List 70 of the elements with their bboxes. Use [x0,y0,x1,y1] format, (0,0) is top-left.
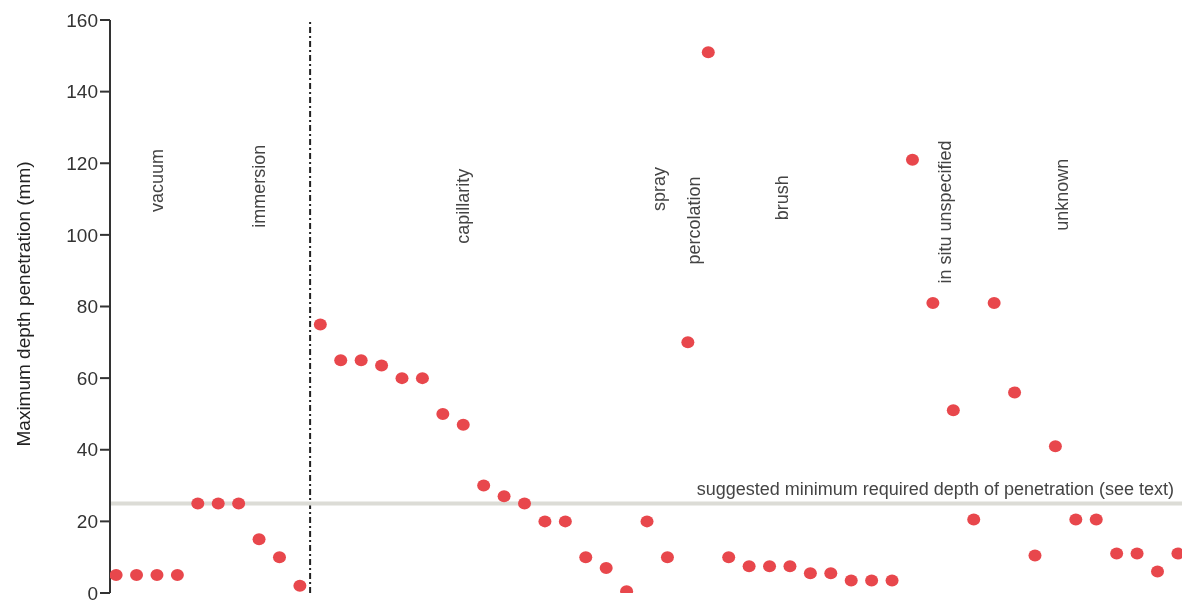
point [660,551,674,564]
point [211,497,225,510]
y-tick-label: 120 [66,152,98,174]
point [1069,513,1083,526]
point [1151,565,1164,578]
point [538,515,552,528]
point [946,404,960,417]
point [783,560,797,573]
point [354,354,368,367]
annotation: spray [649,167,670,212]
point [1089,513,1103,526]
point [844,574,858,587]
point [803,567,817,580]
point [272,551,286,564]
point [293,579,307,592]
point [1028,549,1042,562]
point [130,569,144,582]
point [232,497,246,510]
point [824,567,838,580]
point [456,418,470,431]
ref-line-label: suggested minimum required depth of penetration (see text) [696,479,1174,500]
annotation: unknown [1051,158,1072,231]
point [599,561,613,574]
point [313,318,327,331]
point [477,479,491,492]
y-tick-label: 20 [76,511,98,533]
point [742,560,756,573]
annotation: in situ unspecified [935,140,956,284]
y-tick-label: 80 [76,296,98,318]
point [1048,440,1062,453]
point [436,407,450,420]
point [885,574,899,587]
annotation: percolation [683,176,704,265]
point [191,497,205,510]
point [395,372,409,385]
point [375,359,389,372]
y-axis-title: Maximum depth penetration (mm) [12,161,34,447]
point [1130,547,1144,560]
point [579,551,593,564]
point [905,153,919,166]
y-tick-label: 160 [66,9,98,31]
point [170,569,184,582]
y-tick-label: 0 [87,582,98,604]
annotation: immersion [249,144,270,228]
point [518,497,532,510]
point [865,574,879,587]
annotation: capillarity [453,168,474,244]
point [681,336,695,349]
point [150,569,164,582]
point [558,515,572,528]
point [252,533,266,546]
point [110,569,123,582]
point [640,515,654,528]
annotation: vacuum [146,148,167,212]
point [1008,386,1022,399]
point [497,490,511,503]
point [701,46,715,59]
y-tick-label: 40 [76,439,98,461]
y-tick-label: 100 [66,224,98,246]
point [987,296,1001,309]
point [967,513,981,526]
point [415,372,429,385]
annotation: brush [771,175,792,221]
point [722,551,736,564]
point [334,354,348,367]
point [763,560,777,573]
point [926,296,940,309]
y-tick-label: 60 [76,367,98,389]
point [1110,547,1124,560]
y-tick-label: 140 [66,81,98,103]
